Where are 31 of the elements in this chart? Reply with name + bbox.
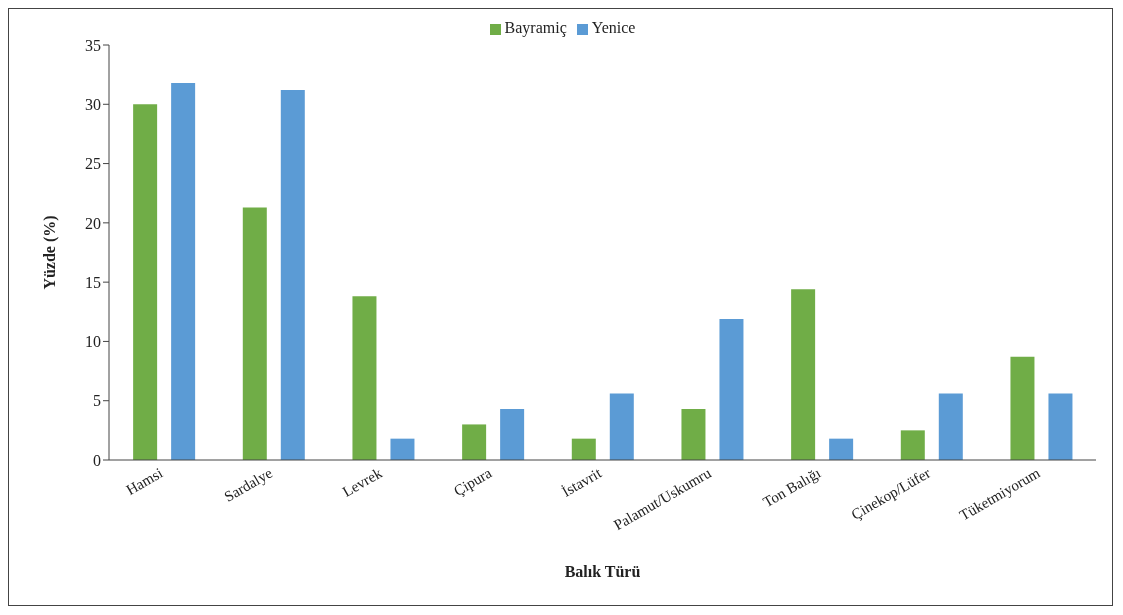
bar bbox=[500, 409, 525, 460]
bar bbox=[681, 409, 706, 460]
bar bbox=[829, 438, 854, 460]
y-tick-label: 10 bbox=[85, 333, 101, 351]
bar bbox=[609, 393, 634, 460]
bar bbox=[571, 438, 596, 460]
bar bbox=[719, 318, 744, 460]
y-tick-label: 20 bbox=[85, 214, 101, 232]
y-tick-label: 25 bbox=[85, 155, 101, 173]
bar bbox=[171, 82, 196, 460]
bar bbox=[352, 296, 377, 460]
y-tick-label: 5 bbox=[93, 392, 101, 410]
y-axis-title: Yüzde (%) bbox=[40, 215, 59, 290]
legend-label: Yenice bbox=[591, 19, 636, 36]
x-axis-title: Balık Türü bbox=[564, 563, 641, 580]
y-tick-label: 0 bbox=[93, 451, 101, 469]
bar bbox=[938, 393, 963, 460]
y-tick-label: 15 bbox=[85, 273, 101, 291]
bar bbox=[900, 430, 925, 460]
bar bbox=[390, 438, 415, 460]
bar bbox=[280, 90, 305, 460]
bar bbox=[1010, 356, 1035, 460]
y-tick-label: 35 bbox=[85, 36, 101, 54]
legend-label: Bayramiç bbox=[504, 19, 567, 36]
bar bbox=[242, 207, 267, 460]
bar bbox=[133, 104, 158, 460]
bar bbox=[1048, 393, 1073, 460]
y-tick-label: 30 bbox=[85, 95, 101, 113]
x-tick-label: Ton Balığı bbox=[760, 464, 824, 511]
bar bbox=[462, 424, 487, 460]
bar bbox=[791, 289, 816, 460]
